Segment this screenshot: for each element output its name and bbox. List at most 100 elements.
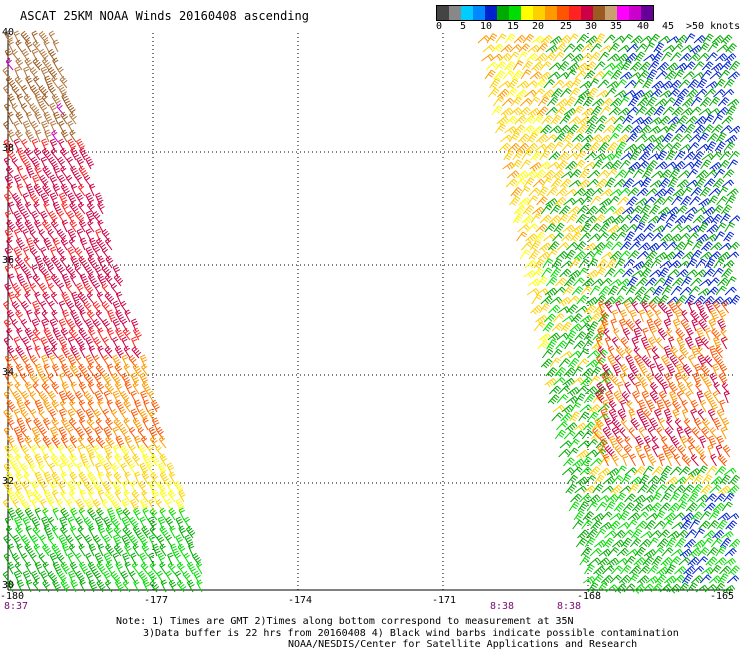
wind-barb <box>536 43 548 53</box>
wind-barb <box>684 33 696 44</box>
wind-barb <box>40 66 49 80</box>
wind-barb <box>635 444 643 458</box>
wind-barb <box>15 525 23 539</box>
wind-barb <box>543 142 556 152</box>
wind-barb <box>490 53 503 62</box>
wind-barb <box>557 61 570 71</box>
wind-barb <box>139 462 149 476</box>
wind-barb <box>591 574 604 584</box>
wind-barb <box>592 393 604 404</box>
wind-barb <box>70 165 79 179</box>
wind-barb <box>615 300 622 314</box>
wind-barb <box>141 435 149 449</box>
wind-barb <box>16 273 26 287</box>
wind-barb <box>595 336 603 350</box>
wind-barb <box>620 214 633 224</box>
wind-barb <box>591 98 605 107</box>
wind-barb <box>140 354 148 368</box>
wind-barb <box>30 84 40 98</box>
wind-barb <box>699 510 711 521</box>
wind-barb <box>114 453 123 467</box>
wind-barb <box>648 204 661 215</box>
wind-barb <box>105 561 114 575</box>
wind-barb <box>11 300 20 314</box>
wind-barb <box>663 408 673 422</box>
wind-barb <box>666 453 673 467</box>
wind-barb <box>556 160 568 171</box>
wind-barb <box>51 417 60 431</box>
wind-barb <box>573 251 586 261</box>
wind-barb <box>78 507 86 521</box>
wind-barb <box>555 251 568 260</box>
wind-barb <box>699 399 707 413</box>
wind-barb <box>561 467 575 476</box>
wind-barb <box>102 318 110 332</box>
wind-barb <box>521 215 534 225</box>
wind-barb <box>59 75 68 89</box>
wind-barb <box>536 106 549 117</box>
wind-barb <box>20 408 29 422</box>
wind-barb <box>531 126 544 136</box>
wind-barb <box>673 484 686 494</box>
wind-barb <box>625 318 636 332</box>
wind-barb <box>546 339 557 350</box>
wind-barb <box>638 61 651 72</box>
wind-barb <box>83 372 94 386</box>
wind-barb <box>719 399 726 413</box>
wind-barb <box>622 178 635 189</box>
wind-barb <box>584 152 597 161</box>
wind-barb <box>597 142 610 153</box>
wind-barb <box>66 300 75 314</box>
wind-barb <box>600 511 613 521</box>
wind-barb <box>649 180 663 188</box>
wind-barb <box>650 327 657 341</box>
wind-barb <box>613 530 626 539</box>
wind-barb <box>528 187 541 197</box>
wind-barb <box>633 327 642 341</box>
wind-barb <box>576 295 589 305</box>
wind-barb <box>690 454 699 467</box>
wind-barb <box>642 465 654 476</box>
wind-barb <box>534 79 547 89</box>
wind-barb <box>680 318 690 332</box>
wind-barb <box>52 579 62 593</box>
wind-barb <box>83 516 94 530</box>
wind-barb <box>698 520 711 530</box>
wind-barb <box>709 345 718 359</box>
wind-barb <box>642 78 654 89</box>
wind-barb <box>683 474 695 485</box>
wind-barb <box>717 512 731 521</box>
wind-barb <box>56 552 65 566</box>
wind-barb <box>585 123 597 134</box>
wind-barb <box>48 336 58 350</box>
wind-barb <box>34 255 44 269</box>
wind-barb <box>611 241 623 251</box>
wind-barb <box>564 188 577 197</box>
wind-barb <box>724 53 737 63</box>
wind-barb <box>681 186 693 197</box>
wind-barb <box>564 249 576 260</box>
wind-barb <box>31 516 41 530</box>
wind-barb <box>558 205 571 216</box>
wind-barb <box>708 277 720 287</box>
wind-barb <box>16 327 23 341</box>
wind-barb <box>615 465 627 476</box>
wind-barb <box>610 160 622 170</box>
wind-barb <box>639 35 653 44</box>
wind-barb <box>656 566 669 577</box>
wind-barb <box>41 318 49 332</box>
wind-barb <box>547 71 561 80</box>
wind-barb <box>604 116 617 125</box>
wind-barb <box>25 525 32 539</box>
wind-barb <box>658 502 671 512</box>
wind-barb <box>88 345 96 359</box>
wind-barb <box>670 133 683 143</box>
wind-barb <box>713 354 724 368</box>
wind-barb <box>650 88 663 98</box>
wind-barb <box>571 53 584 64</box>
wind-barb <box>690 575 704 584</box>
wind-barb <box>112 354 121 368</box>
wind-barb <box>572 105 584 116</box>
wind-barb <box>40 192 50 206</box>
legend-color-bar <box>436 5 654 21</box>
